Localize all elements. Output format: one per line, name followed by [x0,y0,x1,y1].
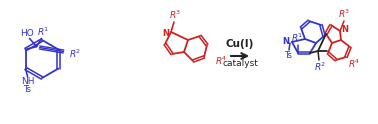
Text: Ts: Ts [23,84,31,93]
Text: N: N [163,29,169,37]
Text: N: N [341,26,349,34]
Text: Ts: Ts [284,51,292,60]
Text: Cu(I): Cu(I) [226,39,254,49]
Text: N: N [282,37,290,46]
Text: $R^4$: $R^4$ [348,58,361,70]
Text: catalyst: catalyst [222,59,258,68]
Text: $R^3$: $R^3$ [338,8,350,20]
Text: $R^3$: $R^3$ [169,9,181,21]
Text: $R^1$: $R^1$ [37,25,50,37]
Text: $R^2$: $R^2$ [314,61,326,73]
Text: $R^2$: $R^2$ [68,47,81,60]
Text: NH: NH [21,78,34,87]
Text: $R^1$: $R^1$ [291,32,303,44]
Text: HO: HO [20,29,33,37]
Text: $R^4$: $R^4$ [215,55,228,67]
